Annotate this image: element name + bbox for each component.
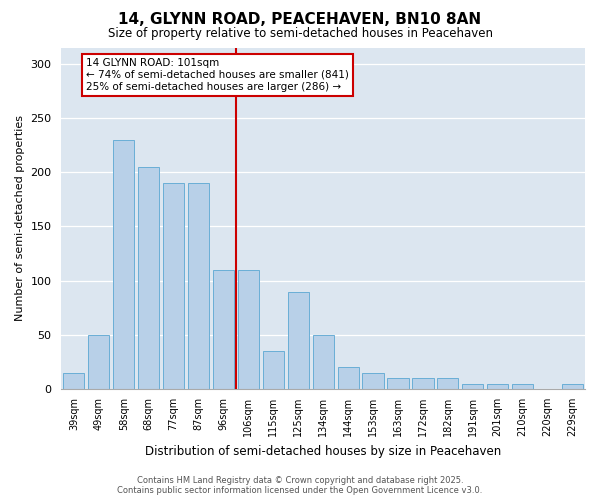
- Bar: [338, 368, 359, 389]
- Bar: [238, 270, 259, 389]
- Bar: [88, 335, 109, 389]
- Bar: [462, 384, 484, 389]
- Bar: [388, 378, 409, 389]
- Text: Size of property relative to semi-detached houses in Peacehaven: Size of property relative to semi-detach…: [107, 28, 493, 40]
- Bar: [263, 351, 284, 389]
- Bar: [188, 183, 209, 389]
- Bar: [138, 167, 159, 389]
- Bar: [163, 183, 184, 389]
- Text: Contains HM Land Registry data © Crown copyright and database right 2025.
Contai: Contains HM Land Registry data © Crown c…: [118, 476, 482, 495]
- X-axis label: Distribution of semi-detached houses by size in Peacehaven: Distribution of semi-detached houses by …: [145, 444, 502, 458]
- Text: 14, GLYNN ROAD, PEACEHAVEN, BN10 8AN: 14, GLYNN ROAD, PEACEHAVEN, BN10 8AN: [118, 12, 482, 28]
- Bar: [562, 384, 583, 389]
- Bar: [512, 384, 533, 389]
- Y-axis label: Number of semi-detached properties: Number of semi-detached properties: [15, 116, 25, 322]
- Bar: [113, 140, 134, 389]
- Bar: [437, 378, 458, 389]
- Bar: [287, 292, 309, 389]
- Bar: [213, 270, 234, 389]
- Bar: [362, 373, 383, 389]
- Bar: [63, 373, 85, 389]
- Bar: [313, 335, 334, 389]
- Bar: [487, 384, 508, 389]
- Bar: [412, 378, 434, 389]
- Text: 14 GLYNN ROAD: 101sqm
← 74% of semi-detached houses are smaller (841)
25% of sem: 14 GLYNN ROAD: 101sqm ← 74% of semi-deta…: [86, 58, 349, 92]
